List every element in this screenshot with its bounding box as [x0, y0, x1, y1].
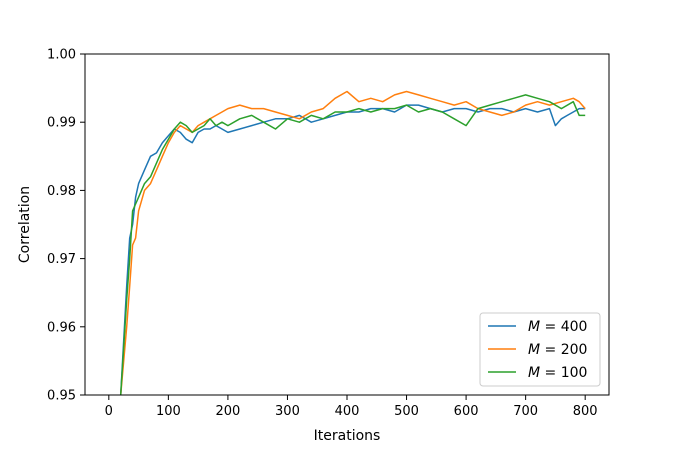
- x-tick-label: 800: [573, 404, 598, 419]
- x-tick-label: 500: [394, 404, 419, 419]
- y-tick-label: 0.95: [47, 389, 76, 404]
- legend-value: 400: [561, 319, 588, 335]
- x-tick-label: 600: [454, 404, 479, 419]
- x-tick-label: 400: [335, 404, 360, 419]
- x-tick-label: 100: [156, 404, 181, 419]
- x-axis-title: Iterations: [314, 428, 381, 444]
- y-axis-title: Correlation: [17, 186, 33, 263]
- series-layer: [119, 90, 586, 395]
- legend-equals: =: [540, 319, 561, 335]
- x-axis: 0 100 200 300 400 500 600 700 800: [105, 395, 598, 419]
- legend-value: 200: [561, 342, 588, 358]
- x-tick-label: 200: [215, 404, 240, 419]
- legend-item: M = 200: [488, 342, 587, 358]
- legend-value: 100: [561, 365, 588, 381]
- legend-item: M = 100: [488, 365, 587, 381]
- legend-label: M = 100: [528, 365, 587, 381]
- y-tick-label: 1.00: [47, 48, 76, 63]
- x-tick-label: 700: [513, 404, 538, 419]
- x-tick-label: 0: [105, 404, 113, 419]
- series-line-100: [119, 94, 586, 395]
- legend-box: [479, 312, 601, 387]
- legend-variable: M: [528, 319, 540, 335]
- y-tick-label: 0.97: [47, 252, 76, 267]
- x-tick-label: 300: [275, 404, 300, 419]
- legend-variable: M: [528, 365, 540, 381]
- y-tick-label: 0.99: [47, 116, 76, 131]
- series-line-200: [119, 90, 586, 395]
- y-tick-label: 0.96: [47, 320, 76, 335]
- legend-equals: =: [540, 342, 561, 358]
- y-axis: 0.95 0.96 0.97 0.98 0.99 1.00: [47, 48, 85, 404]
- legend-label: M = 200: [528, 342, 587, 358]
- y-tick-label: 0.98: [47, 184, 76, 199]
- legend-item: M = 400: [488, 319, 587, 335]
- legend-label: M = 400: [528, 319, 587, 335]
- legend-equals: =: [540, 365, 561, 381]
- legend-variable: M: [528, 342, 540, 358]
